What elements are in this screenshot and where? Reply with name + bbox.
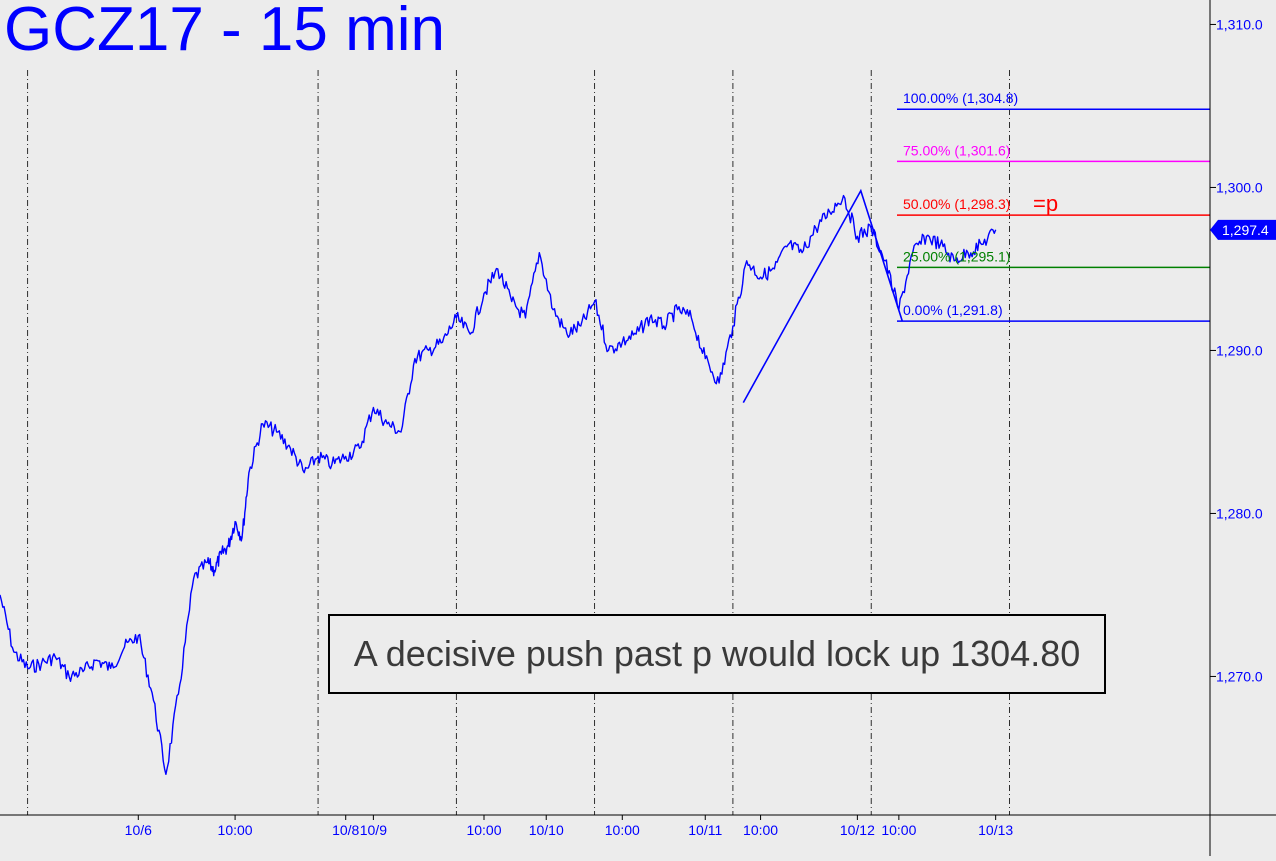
x-tick-label: 10/8 [332,822,359,838]
y-tick-label: 1,300.0 [1216,179,1263,195]
x-tick-label: 10:00 [881,822,916,838]
fibonacci-labels: 100.00% (1,304.8) 75.00% (1,301.6) 50.00% … [903,90,1058,318]
fib-level-label: 0.00% (1,291.8) [903,302,1003,318]
swing-lines [742,188,904,403]
x-tick-label: 10/11 [688,822,722,838]
fib-level-label: 50.00% (1,298.3) [903,196,1010,212]
fib-level-suffix: =p [1033,191,1058,216]
annotation-box: A decisive push past p would lock up 130… [328,614,1106,694]
x-axis-ticks: 10/6 10:00 10/8 10/9 10:00 10/10 10:00 10/11 10:… [125,815,1013,838]
fib-level-label: 75.00% (1,301.6) [903,142,1010,158]
fib-level-label: 25.00% (1,295.1) [903,248,1010,264]
chart-title: GCZ17 - 15 min [4,0,446,64]
y-tick-label: 1,310.0 [1216,16,1263,32]
y-tick-label: 1,270.0 [1216,668,1263,684]
x-tick-label: 10/12 [840,822,875,838]
fibonacci-levels [897,108,1210,322]
x-tick-label: 10/13 [978,822,1013,838]
x-tick-label: 10/6 [125,822,152,838]
last-price-tag [1210,219,1276,240]
x-tick-label: 10:00 [218,822,253,838]
annotation-text: A decisive push past p would lock up 130… [353,633,1081,674]
x-tick-label: 10:00 [605,822,640,838]
last-price-marker: 1,297.4 [1210,219,1276,240]
x-tick-label: 10:00 [466,822,501,838]
y-tick-label: 1,290.0 [1216,342,1263,358]
x-tick-label: 10:00 [743,822,778,838]
session-separators [27,70,1010,815]
price-series-line [0,194,997,775]
x-tick-label: 10/10 [529,822,564,838]
swing-line [742,188,904,403]
y-axis-ticks: 1,310.0 1,300.0 1,290.0 1,280.0 1,270.0 [1210,16,1263,684]
last-price-label: 1,297.4 [1222,222,1269,238]
x-tick-label: 10/9 [360,822,387,838]
y-tick-label: 1,280.0 [1216,505,1263,521]
fib-level-label: 100.00% (1,304.8) [903,90,1018,106]
price-series [0,194,997,775]
